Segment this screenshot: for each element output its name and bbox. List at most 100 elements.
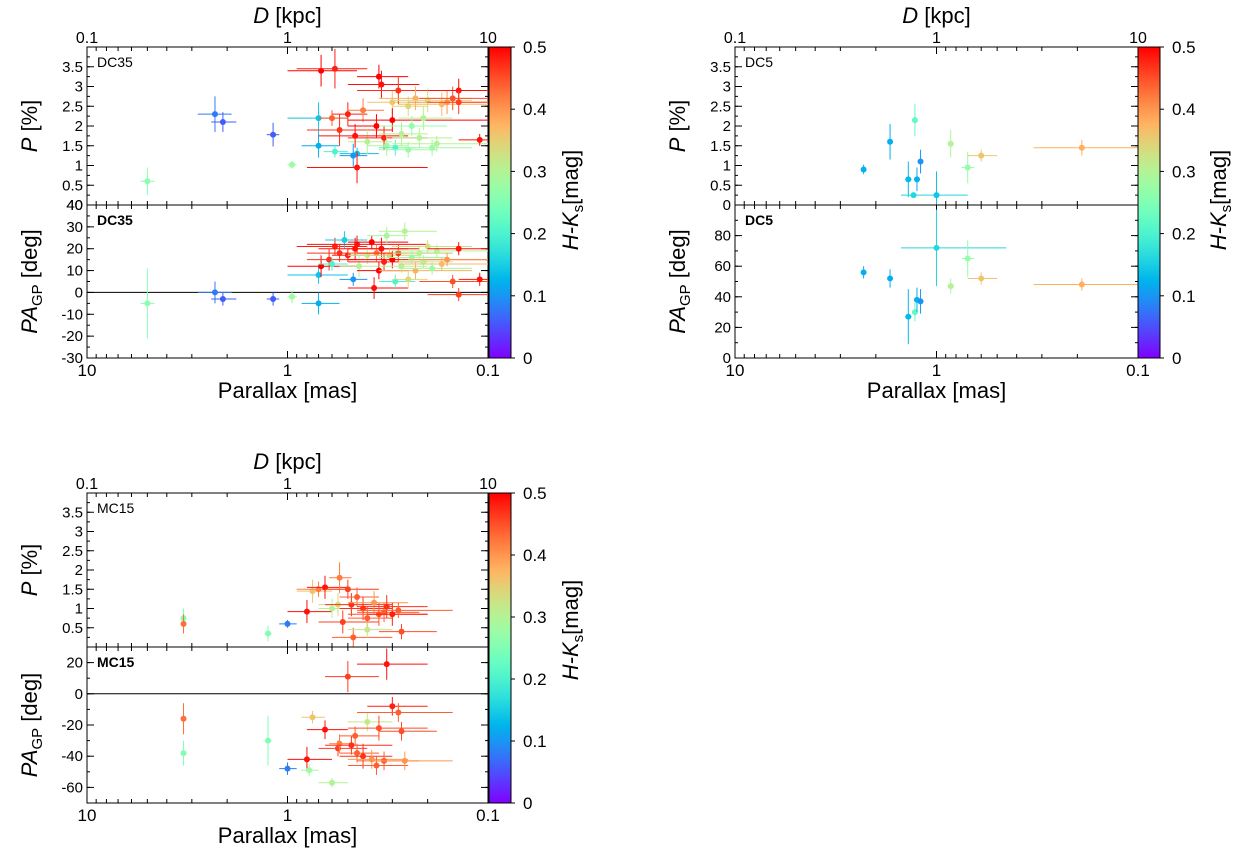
marker bbox=[364, 138, 371, 145]
data-point bbox=[287, 600, 332, 624]
data-point bbox=[347, 235, 409, 249]
data-point bbox=[347, 756, 409, 775]
data-point bbox=[378, 116, 448, 136]
marker bbox=[405, 276, 412, 283]
y-tick-label: 2.5 bbox=[62, 98, 83, 115]
marker bbox=[449, 95, 456, 102]
marker bbox=[383, 232, 390, 239]
ylabel-p-var: P bbox=[17, 581, 42, 596]
data-point bbox=[419, 274, 488, 289]
marker bbox=[180, 750, 187, 757]
marker bbox=[905, 176, 912, 183]
top-axis-unit: [kpc] bbox=[269, 449, 322, 474]
marker bbox=[331, 148, 338, 155]
marker bbox=[284, 620, 291, 627]
marker bbox=[933, 192, 940, 199]
marker bbox=[978, 152, 985, 159]
marker bbox=[350, 276, 357, 283]
colorbar-label-var: H-K bbox=[558, 641, 583, 680]
data-point bbox=[306, 151, 428, 184]
data-point bbox=[300, 764, 319, 777]
y-tick-label: 0 bbox=[723, 350, 731, 367]
data-point bbox=[306, 235, 428, 254]
top-tick-label: 10 bbox=[479, 30, 497, 47]
subplot-p-dc35: 0.5 1 1.5 2 2.5 3 3.5 DC35 bbox=[62, 46, 489, 206]
marker bbox=[933, 244, 940, 251]
colorbar-tick-label: 0.3 bbox=[523, 608, 547, 627]
top-tick-label: 0.1 bbox=[76, 476, 98, 493]
y-tick-label: 40 bbox=[66, 197, 83, 214]
marker bbox=[424, 243, 431, 250]
colorbar-tick-label: 0.1 bbox=[523, 287, 547, 306]
marker bbox=[315, 271, 322, 278]
y-tick-label: 1.5 bbox=[62, 138, 83, 155]
data-point bbox=[318, 778, 348, 788]
data-point bbox=[347, 715, 428, 741]
data-point bbox=[947, 278, 954, 294]
data-point bbox=[357, 648, 428, 680]
y-tick-label: 1.5 bbox=[62, 581, 83, 598]
marker bbox=[381, 134, 388, 141]
ylabel-p-unit: [%] bbox=[17, 100, 42, 138]
y-tick-label: 20 bbox=[714, 319, 731, 336]
data-point bbox=[287, 266, 348, 284]
marker bbox=[1078, 281, 1085, 288]
bottom-tick-label: 10 bbox=[78, 806, 97, 825]
marker bbox=[383, 603, 390, 610]
data-point bbox=[860, 164, 867, 175]
marker bbox=[947, 140, 954, 147]
data-point bbox=[860, 266, 867, 279]
marker bbox=[350, 634, 357, 641]
data-point bbox=[318, 257, 348, 271]
ylabel-p: P [%] bbox=[17, 100, 42, 153]
top-tick-label: 10 bbox=[479, 476, 497, 493]
data-point bbox=[1033, 139, 1138, 156]
ylabel-pa-var: PA bbox=[17, 306, 42, 334]
data-point bbox=[318, 610, 379, 634]
data-point bbox=[331, 102, 368, 126]
data-point bbox=[323, 145, 348, 158]
colorbar-tick-label: 0.4 bbox=[523, 546, 547, 565]
marker bbox=[303, 756, 310, 763]
marker bbox=[420, 258, 427, 265]
colorbar-bar bbox=[488, 46, 512, 359]
ylabel-pa: PAGP [deg] bbox=[17, 673, 46, 777]
data-point bbox=[398, 106, 453, 130]
marker bbox=[455, 99, 462, 106]
data-point bbox=[961, 151, 975, 184]
y-tick-label: 3.5 bbox=[710, 59, 731, 76]
panel-label: DC5 bbox=[745, 54, 773, 70]
bottom-axis-label: Parallax [mas] bbox=[867, 378, 1006, 403]
data-point bbox=[339, 743, 379, 763]
ylabel-pa-unit: [deg] bbox=[17, 673, 42, 728]
marker bbox=[395, 607, 402, 614]
data-point bbox=[367, 226, 409, 245]
ylabel-p-var: P bbox=[17, 137, 42, 152]
data-point bbox=[325, 579, 379, 599]
marker bbox=[438, 261, 445, 268]
colorbar-tick-label: 0.3 bbox=[523, 162, 547, 181]
data-point bbox=[347, 621, 393, 638]
marker bbox=[412, 267, 419, 274]
data-point bbox=[392, 246, 453, 260]
y-tick-label: -40 bbox=[61, 748, 83, 765]
marker bbox=[433, 140, 440, 147]
ylabel-pa-sub: GP bbox=[29, 728, 46, 750]
marker bbox=[328, 779, 335, 786]
y-tick-label: -30 bbox=[61, 350, 83, 367]
data-point bbox=[347, 108, 488, 132]
colorbar-label-unit: [mag] bbox=[558, 150, 583, 205]
data-point bbox=[301, 133, 340, 158]
marker bbox=[476, 136, 483, 143]
data-point bbox=[287, 746, 332, 772]
colorbar-tick-label: 0 bbox=[523, 794, 532, 813]
data-point bbox=[339, 255, 379, 278]
marker bbox=[364, 626, 371, 633]
data-point bbox=[367, 135, 409, 156]
marker bbox=[401, 757, 408, 764]
colorbar-bar bbox=[1137, 46, 1161, 359]
marker bbox=[336, 574, 343, 581]
data-point bbox=[367, 602, 428, 626]
